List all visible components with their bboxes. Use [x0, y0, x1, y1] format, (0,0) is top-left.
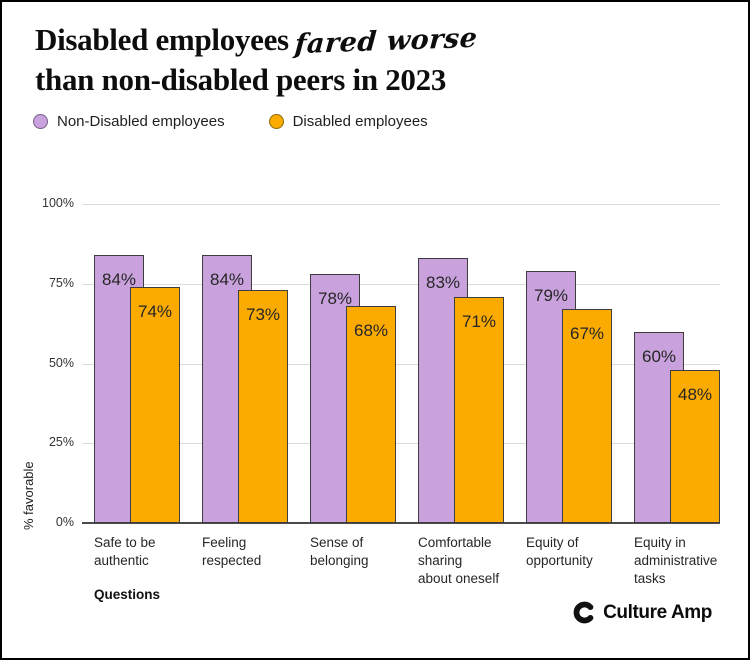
x-category-label: Sense of belonging	[310, 535, 369, 568]
legend-swatch-purple	[33, 114, 48, 129]
bar-value-label: 60%	[641, 346, 677, 366]
legend-swatch-orange	[268, 114, 284, 129]
bar-value-label: 84%	[101, 270, 137, 290]
legend: Non-Disabled employees Disabled employee…	[33, 113, 428, 130]
y-tick-label: 75%	[48, 275, 74, 290]
y-tick-label: 50%	[48, 355, 74, 370]
gridline	[82, 363, 720, 365]
y-axis-title: % favorable	[21, 461, 36, 530]
bar-value-label: 48%	[677, 384, 713, 404]
title-line-1: Disabled employees fared worse	[35, 20, 478, 60]
bar-value-label: 84%	[209, 270, 245, 290]
title-line1-text: Disabled employees	[35, 22, 289, 57]
bar-disabled-3: 71%	[454, 296, 504, 523]
gridline	[82, 443, 720, 445]
gridline	[82, 204, 720, 205]
bar-disabled-5: 48%	[670, 369, 720, 523]
bar-value-label: 67%	[569, 324, 605, 344]
bar-value-label: 78%	[317, 289, 353, 309]
brand-name: Culture Amp	[603, 601, 712, 623]
bar-value-label: 73%	[245, 305, 281, 325]
bar-value-label: 83%	[425, 273, 461, 293]
legend-item-disabled: Disabled employees	[268, 113, 428, 130]
legend-label: Disabled employees	[292, 113, 428, 130]
x-category-label: Comfortable sharing about oneself	[418, 535, 500, 586]
legend-item-non-disabled: Non-Disabled employees	[33, 113, 225, 130]
bar-value-label: 68%	[353, 321, 389, 341]
y-tick-label: 0%	[55, 515, 74, 529]
gridline	[82, 283, 720, 285]
title-line-2: than non-disabled peers in 2023	[35, 61, 447, 97]
x-category-label: Equity in administrative tasks	[634, 535, 718, 586]
bar-disabled-1: 73%	[238, 290, 288, 523]
bar-value-label: 79%	[533, 285, 569, 305]
x-category-label: Feeling respected	[202, 535, 262, 568]
bar-value-label: 74%	[137, 301, 173, 321]
y-tick-label: 25%	[48, 435, 74, 450]
culture-amp-logo: Culture Amp	[573, 601, 712, 624]
bar-value-label: 71%	[461, 311, 497, 331]
x-axis-title: Questions	[94, 587, 161, 602]
x-category-label: Equity of opportunity	[526, 535, 593, 568]
x-axis-line	[82, 522, 720, 524]
x-category-label: Safe to be authentic	[94, 535, 156, 568]
legend-label: Non-Disabled employees	[57, 113, 225, 130]
bar-disabled-2: 68%	[346, 306, 396, 523]
bar-disabled-0: 74%	[130, 286, 180, 523]
culture-amp-c-icon	[573, 601, 594, 624]
chart-title: Disabled employees fared worse than non-d…	[35, 20, 478, 99]
y-tick-label: 100%	[42, 196, 74, 210]
bar-disabled-4: 67%	[562, 309, 612, 523]
